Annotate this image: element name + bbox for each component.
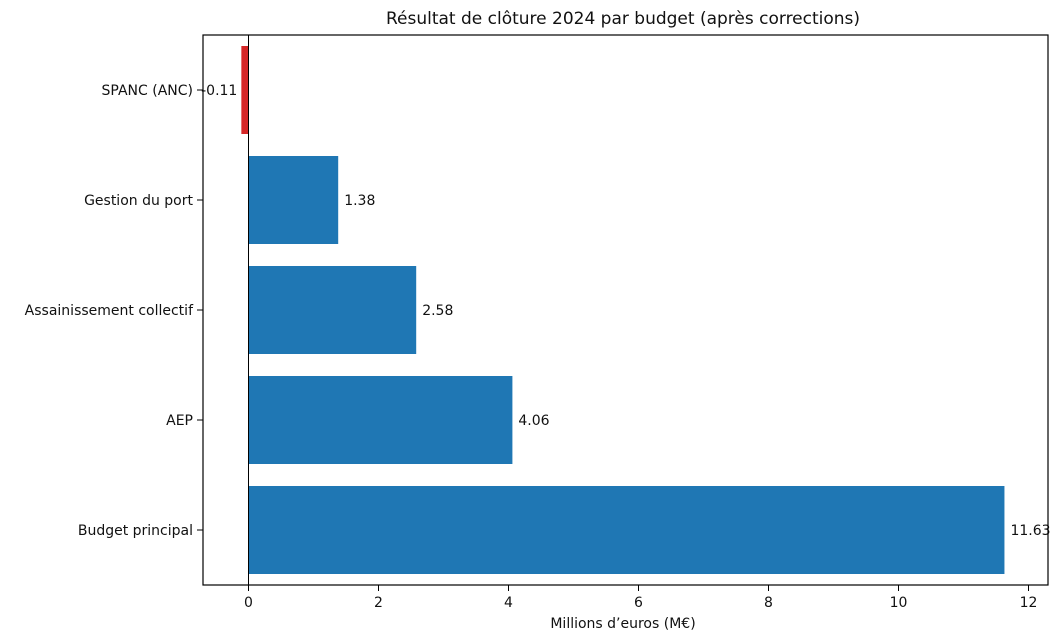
data-label: -0.11 [201, 83, 237, 99]
x-tick-label: 0 [244, 595, 253, 611]
y-tick-label: SPANC (ANC) [102, 83, 193, 99]
data-label: 11.63 [1010, 523, 1050, 539]
data-labels-layer: -0.11 1.38 2.58 4.06 11.63 [201, 83, 1050, 539]
x-axis-label: Millions d’euros (M€) [550, 616, 695, 632]
chart-title: Résultat de clôture 2024 par budget (apr… [386, 9, 860, 29]
bar-budget-principal [248, 486, 1005, 574]
x-tick-label: 2 [374, 595, 383, 611]
bar-spanc-anc [241, 46, 249, 134]
bar-assainissement-collectif [248, 266, 417, 354]
y-tick-label: Budget principal [78, 523, 193, 539]
data-label: 2.58 [422, 303, 453, 319]
x-tick-label: 10 [890, 595, 908, 611]
data-label: 1.38 [344, 193, 375, 209]
bar-aep [248, 376, 513, 464]
bar-gestion-du-port [248, 156, 339, 244]
axes-layer: SPANC (ANC) Gestion du port Assainissement… [25, 34, 1049, 611]
bars-layer [241, 46, 1005, 574]
y-tick-label: Gestion du port [84, 193, 193, 209]
x-tick-label: 6 [634, 595, 643, 611]
y-tick-label: Assainissement collectif [25, 303, 194, 319]
data-label: 4.06 [518, 413, 549, 429]
x-tick-label: 12 [1020, 595, 1038, 611]
x-tick-label: 8 [764, 595, 773, 611]
y-tick-label: AEP [166, 413, 193, 429]
x-tick-label: 4 [504, 595, 513, 611]
